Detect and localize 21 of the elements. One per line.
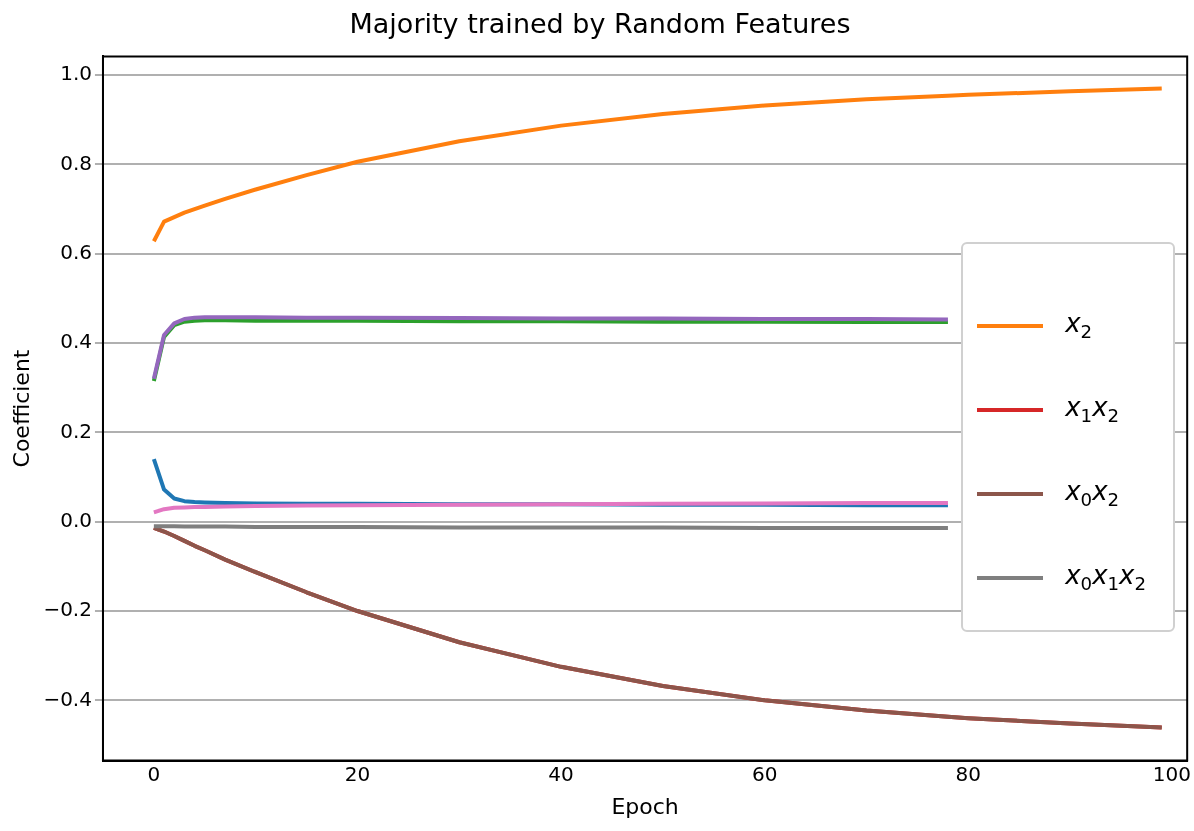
y-tick-label: 0.4 <box>60 329 92 354</box>
legend-label: x$_{2}$ <box>1065 308 1093 343</box>
x-tick-label: 80 <box>955 761 982 786</box>
y-tick-label: 0.8 <box>60 150 92 175</box>
x-tick-label: 20 <box>344 761 371 786</box>
y-tick-label: 0.6 <box>60 239 92 264</box>
y-tick-label: −0.2 <box>43 597 92 622</box>
x-axis-title: Epoch <box>611 793 679 819</box>
y-tick-label: 0.0 <box>60 507 92 532</box>
legend-label: x$_{0}$x$_{2}$ <box>1065 476 1120 511</box>
y-axis-title: Coefficient <box>8 349 34 468</box>
legend-label: x$_{1}$x$_{2}$ <box>1065 392 1120 427</box>
x-tick-label: 0 <box>147 761 161 786</box>
chart-title: Majority trained by Random Features <box>349 8 851 40</box>
x-tick-label: 60 <box>751 761 778 786</box>
y-tick-label: −0.4 <box>43 686 92 711</box>
y-tick-label: 1.0 <box>60 61 92 86</box>
x-tick-label: 100 <box>1152 761 1192 786</box>
legend-label: x$_{0}$x$_{1}$x$_{2}$ <box>1065 560 1147 595</box>
x-tick-label: 40 <box>548 761 574 786</box>
y-tick-label: 0.2 <box>60 418 92 443</box>
